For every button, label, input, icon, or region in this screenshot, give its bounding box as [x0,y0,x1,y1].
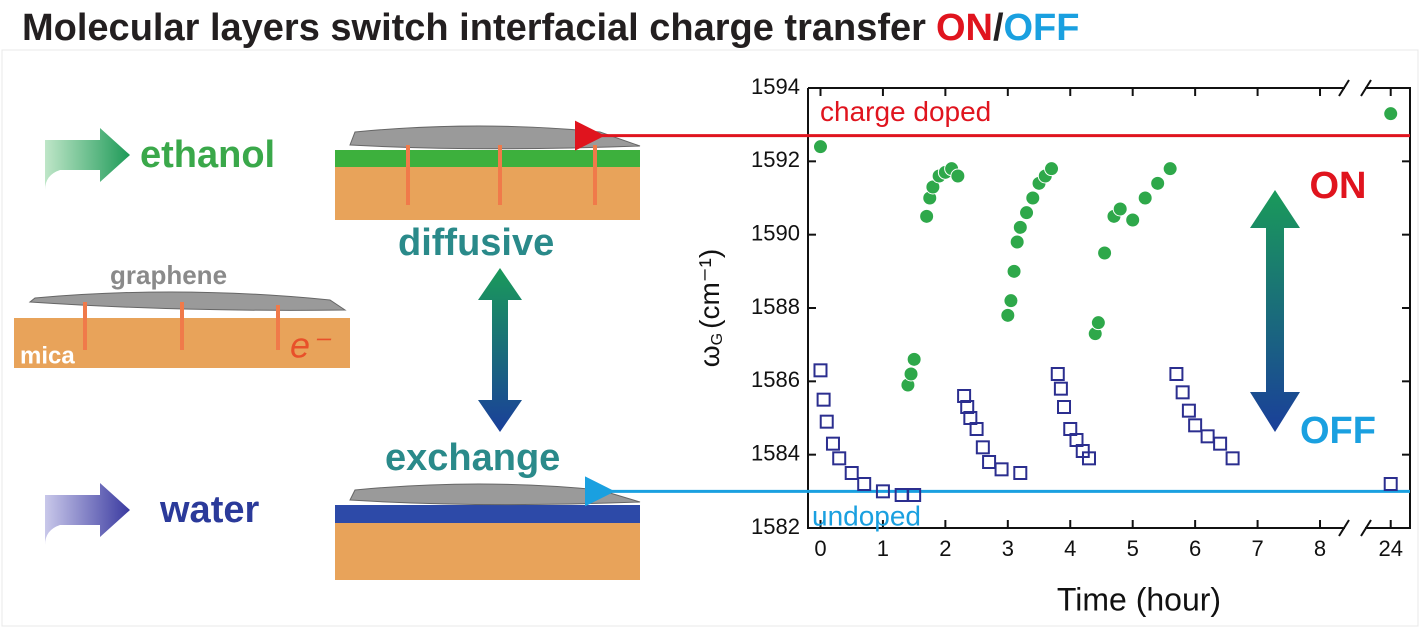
y-label-symbol: ω [694,345,725,367]
data-point [1138,191,1152,205]
data-point [1010,235,1024,249]
data-point [1045,162,1059,176]
data-point [1385,478,1397,490]
data-point [1007,264,1021,278]
diffusive-label: diffusive [398,222,554,264]
axis-frame [808,88,1410,528]
graphene-label: graphene [110,260,227,290]
ethanol-label: ethanol [140,134,275,176]
y-axis-label: ωG (cm⁻¹) [694,249,726,367]
y-tick-label: 1590 [751,220,800,245]
data-point [1113,202,1127,216]
data-point [1091,316,1105,330]
y-tick-label: 1594 [751,74,800,99]
y-label-subscript: G [709,333,726,345]
ethanol-arrow [45,128,130,190]
mica-label: mica [20,342,75,369]
data-point [907,352,921,366]
x-tick-label: 3 [1002,536,1014,561]
substrate [335,522,640,580]
water-label: water [159,489,259,531]
water-layer [335,505,640,523]
data-point [846,467,858,479]
y-tick-label: 1582 [751,514,800,539]
data-point [833,452,845,464]
data-point [818,394,830,406]
data-point [1177,386,1189,398]
data-point [1202,430,1214,442]
x-tick-label: 8 [1314,536,1326,561]
x-tick-label: 2 [939,536,951,561]
annotation: ON [1310,165,1367,207]
data-point [951,169,965,183]
annotation: OFF [1300,410,1376,452]
data-point [904,367,918,381]
x-tick-label: 24 [1378,536,1402,561]
data-point [983,456,995,468]
data-point [1058,401,1070,413]
axis-break [1339,520,1371,536]
electron-label: e⁻ [290,325,332,366]
data-point [821,416,833,428]
data-point [1126,213,1140,227]
data-point [1098,246,1112,260]
switch-arrow [1250,190,1300,432]
data-point [1183,405,1195,417]
data-point [1151,176,1165,190]
title-part: ON [936,7,993,49]
data-point [1052,368,1064,380]
title-part: / [993,7,1004,49]
data-point [1170,368,1182,380]
title-part: OFF [1004,7,1080,49]
y-label-unit: (cm⁻¹) [694,249,725,329]
data-point [1013,220,1027,234]
y-tick-label: 1588 [751,294,800,319]
data-point [1020,206,1034,220]
data-point [1384,107,1398,121]
annotation: charge doped [820,96,991,127]
data-point [813,140,827,154]
data-point [827,438,839,450]
x-axis-label: Time (hour) [1057,581,1221,617]
data-point [1001,308,1015,322]
figure: Molecular layers switch interfacial char… [0,0,1420,630]
annotation: undoped [812,501,921,532]
data-point [1163,162,1177,176]
graphene-sheet [30,292,345,310]
data-point [1189,419,1201,431]
title-part: Molecular layers switch interfacial char… [22,7,926,49]
water-arrow [45,483,130,545]
data-point [858,478,870,490]
graphene-sheet [350,484,640,505]
data-point [920,209,934,223]
data-point [977,441,989,453]
title: Molecular layers switch interfacial char… [22,7,1079,49]
x-tick-label: 7 [1251,536,1263,561]
data-point [996,463,1008,475]
x-tick-label: 1 [877,536,889,561]
y-tick-label: 1592 [751,147,800,172]
data-point [814,364,826,376]
data-point [1227,452,1239,464]
axis-break [1339,80,1371,96]
data-point [1055,383,1067,395]
data-point [1014,467,1026,479]
x-tick-label: 0 [814,536,826,561]
exchange-label: exchange [385,437,560,479]
y-tick-label: 1584 [751,440,800,465]
switch-arrow [478,268,522,432]
x-tick-label: 5 [1127,536,1139,561]
x-tick-label: 4 [1064,536,1076,561]
data-point [1026,191,1040,205]
x-tick-label: 6 [1189,536,1201,561]
y-tick-label: 1586 [751,367,800,392]
data-point [1004,294,1018,308]
data-point [1214,438,1226,450]
